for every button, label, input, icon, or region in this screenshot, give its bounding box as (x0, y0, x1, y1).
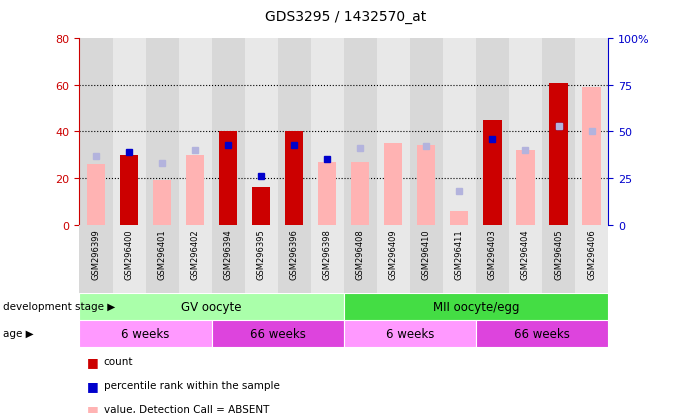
Bar (549, 83, 567, 225)
Text: GSM296404: GSM296404 (521, 228, 530, 279)
Text: GSM296394: GSM296394 (224, 228, 233, 279)
Bar (344, 225, 377, 293)
Text: GSM296400: GSM296400 (124, 228, 133, 279)
Text: GSM296409: GSM296409 (389, 228, 398, 279)
Bar (443, 225, 476, 293)
Text: GSM296399: GSM296399 (91, 228, 100, 279)
Bar (484, 121, 502, 225)
Bar (79, 39, 113, 225)
Text: GSM296395: GSM296395 (256, 228, 265, 279)
Bar (245, 225, 278, 293)
Bar (146, 39, 178, 225)
Text: 6 weeks: 6 weeks (386, 327, 434, 340)
Bar (410, 225, 443, 293)
Bar (311, 39, 343, 225)
Text: MII oocyte/egg: MII oocyte/egg (433, 300, 519, 313)
Bar (186, 155, 204, 225)
Bar (120, 155, 138, 225)
Bar (542, 225, 575, 293)
Bar (451, 211, 468, 225)
Bar (285, 132, 303, 225)
Text: GDS3295 / 1432570_at: GDS3295 / 1432570_at (265, 10, 426, 24)
Bar (417, 146, 435, 225)
Bar (344, 320, 476, 347)
Bar (476, 225, 509, 293)
Bar (377, 39, 410, 225)
Text: GSM296408: GSM296408 (356, 228, 365, 279)
Bar (79, 225, 113, 293)
Bar (79, 293, 344, 320)
Bar (476, 320, 608, 347)
Bar (79, 320, 211, 347)
Text: GSM296411: GSM296411 (455, 228, 464, 279)
Bar (410, 39, 443, 225)
Bar (509, 39, 542, 225)
Bar (211, 39, 245, 225)
Bar (318, 162, 337, 225)
Text: ■: ■ (86, 379, 98, 392)
Bar (351, 162, 370, 225)
Bar (211, 320, 344, 347)
Text: GSM296405: GSM296405 (554, 228, 563, 279)
Bar (575, 39, 608, 225)
Bar (318, 167, 337, 225)
Text: 66 weeks: 66 weeks (514, 327, 570, 340)
Bar (476, 39, 509, 225)
Text: ■: ■ (86, 355, 98, 368)
Bar (384, 144, 402, 225)
Bar (542, 39, 575, 225)
Text: count: count (104, 356, 133, 366)
Bar (516, 151, 535, 225)
Bar (575, 225, 608, 293)
Bar (211, 225, 245, 293)
Text: 6 weeks: 6 weeks (122, 327, 170, 340)
Bar (146, 225, 178, 293)
Text: development stage ▶: development stage ▶ (3, 301, 115, 312)
Text: GSM296396: GSM296396 (290, 228, 299, 279)
Bar (583, 88, 600, 225)
Bar (311, 225, 343, 293)
Bar (178, 225, 211, 293)
Text: GSM296406: GSM296406 (587, 228, 596, 279)
Bar (245, 39, 278, 225)
Bar (178, 39, 211, 225)
Bar (252, 188, 270, 225)
Text: 66 weeks: 66 weeks (249, 327, 305, 340)
Bar (113, 225, 146, 293)
Bar (278, 39, 311, 225)
Text: percentile rank within the sample: percentile rank within the sample (104, 380, 280, 390)
Bar (343, 39, 377, 225)
Text: value, Detection Call = ABSENT: value, Detection Call = ABSENT (104, 404, 269, 413)
Text: GSM296403: GSM296403 (488, 228, 497, 279)
Text: GSM296402: GSM296402 (191, 228, 200, 279)
Bar (113, 39, 146, 225)
Bar (377, 225, 410, 293)
Text: GSM296398: GSM296398 (323, 228, 332, 279)
Bar (443, 39, 476, 225)
Text: ■: ■ (86, 403, 98, 413)
Bar (278, 225, 311, 293)
Text: GSM296401: GSM296401 (158, 228, 167, 279)
Bar (87, 165, 105, 225)
Text: age ▶: age ▶ (3, 328, 34, 339)
Bar (153, 181, 171, 225)
Bar (219, 132, 237, 225)
Text: GSM296410: GSM296410 (422, 228, 431, 279)
Bar (509, 225, 542, 293)
Text: GV oocyte: GV oocyte (181, 300, 242, 313)
Bar (344, 293, 608, 320)
